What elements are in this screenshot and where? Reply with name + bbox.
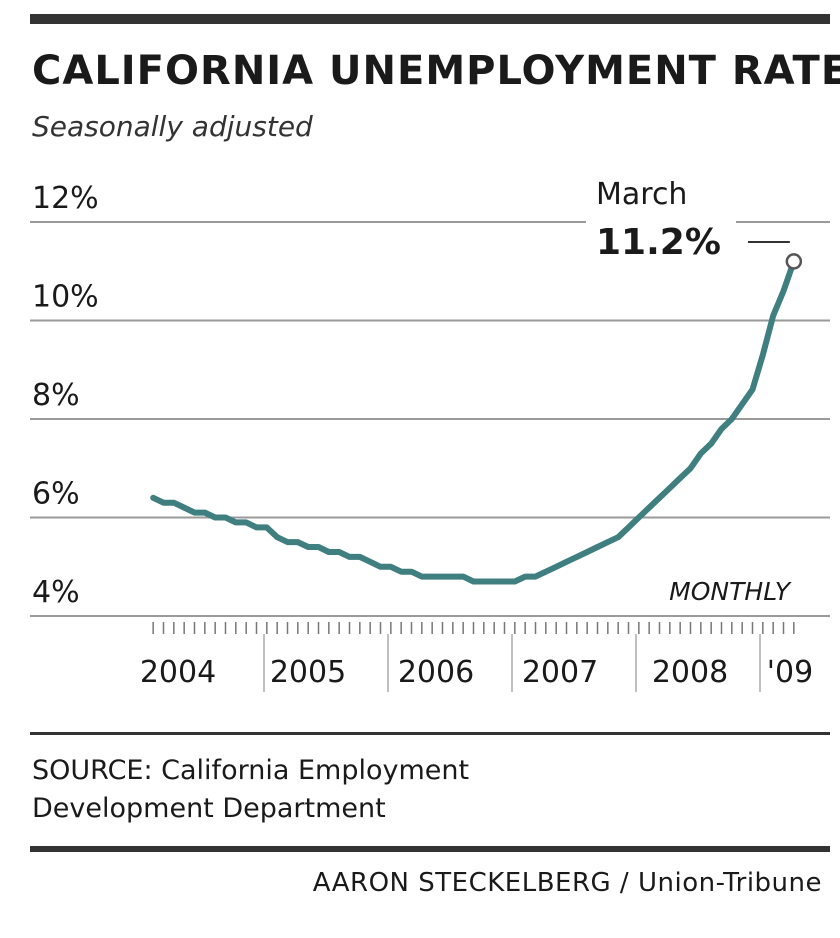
source-line-1: SOURCE: California Employment	[32, 755, 470, 786]
x-tick-label-5: '09	[767, 655, 813, 690]
endpoint-marker	[785, 253, 803, 270]
annotation-month-label: March	[596, 177, 687, 212]
y-tick-label-4: 4%	[32, 575, 80, 610]
chart-subtitle: Seasonally adjusted	[32, 110, 313, 143]
x-axis: 2004 2005 2006 2007 2008 '09	[140, 622, 813, 692]
grid-lines	[30, 221, 830, 617]
y-tick-labels: 12% 10% 8% 6% 4% MONTHLY	[32, 181, 792, 610]
source-note: SOURCE: California Employment Developmen…	[32, 752, 469, 828]
y-tick-label-6: 6%	[32, 477, 80, 512]
y-tick-label-10: 10%	[32, 280, 99, 315]
frequency-label: MONTHLY	[669, 577, 792, 606]
unemployment-rate-line	[150, 258, 797, 585]
top-rule	[30, 14, 830, 24]
x-tick-label-3: 2007	[522, 655, 598, 690]
x-tick-label-4: 2008	[652, 655, 728, 690]
x-tick-label-2: 2006	[398, 655, 474, 690]
divider-rule	[30, 732, 830, 735]
bottom-rule	[30, 846, 830, 852]
annotation-layer: March 11.2%	[586, 170, 803, 270]
x-tick-label-1: 2005	[270, 655, 346, 690]
annotation-backdrop	[586, 170, 736, 262]
line-chart: 12% 10% 8% 6% 4% MONTHLY 2004 2005 2006 2007 2008…	[30, 170, 830, 692]
y-tick-label-8: 8%	[32, 378, 80, 413]
byline-credit: AARON STECKELBERG / Union-Tribune	[312, 868, 822, 898]
annotation-value-label: 11.2%	[596, 222, 721, 263]
source-line-2: Development Department	[32, 793, 386, 824]
chart-title: CALIFORNIA UNEMPLOYMENT RATE	[32, 48, 840, 94]
x-tick-label-0: 2004	[140, 655, 216, 690]
y-tick-label-12: 12%	[32, 181, 99, 216]
series-layer	[150, 258, 797, 585]
